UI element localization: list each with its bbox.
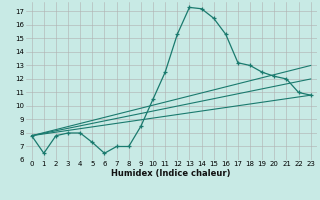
X-axis label: Humidex (Indice chaleur): Humidex (Indice chaleur) bbox=[111, 169, 231, 178]
